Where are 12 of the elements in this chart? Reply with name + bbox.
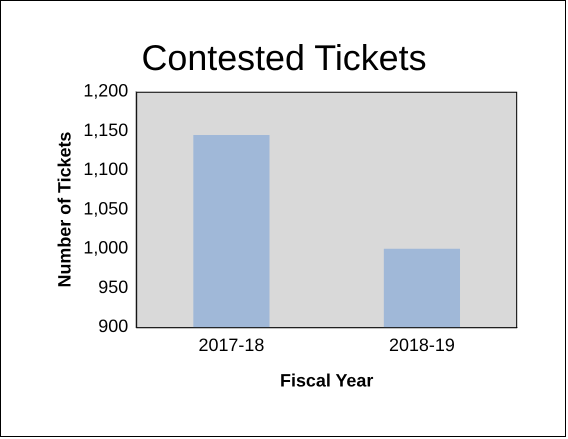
x-axis-title: Fiscal Year (280, 370, 374, 390)
x-tick-label: 2018-19 (389, 334, 455, 355)
x-tick-label: 2017-18 (198, 334, 264, 355)
chart-title: Contested Tickets (141, 38, 427, 78)
y-tick-label: 950 (98, 277, 128, 297)
y-tick-label: 1,150 (83, 120, 128, 140)
y-axis-title: Number of Tickets (54, 132, 75, 288)
y-tick-label: 1,050 (83, 198, 128, 218)
y-tick-label: 1,100 (83, 159, 128, 180)
y-tick-label: 1,000 (83, 238, 128, 258)
y-tick-label: 1,200 (83, 80, 128, 101)
y-tick-label: 900 (98, 316, 128, 336)
